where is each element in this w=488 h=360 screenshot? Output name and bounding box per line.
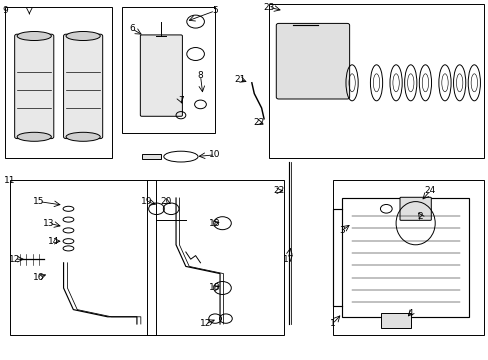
Bar <box>146 180 283 335</box>
Text: 24: 24 <box>424 186 435 195</box>
Text: 4: 4 <box>407 309 413 318</box>
Bar <box>10 180 156 335</box>
Text: 22: 22 <box>272 186 284 195</box>
Text: 2: 2 <box>417 212 423 220</box>
Text: 17: 17 <box>282 255 294 264</box>
Bar <box>381 313 410 328</box>
Text: 11: 11 <box>4 176 16 185</box>
Text: 5: 5 <box>212 6 218 15</box>
Text: 23: 23 <box>263 3 274 12</box>
Text: 18: 18 <box>209 284 221 292</box>
Text: 15: 15 <box>33 197 45 206</box>
Bar <box>332 180 483 335</box>
Bar <box>342 198 468 317</box>
FancyBboxPatch shape <box>15 34 54 139</box>
Bar <box>122 7 215 133</box>
Ellipse shape <box>66 132 100 141</box>
FancyBboxPatch shape <box>276 23 349 99</box>
Text: 10: 10 <box>209 150 221 159</box>
Text: 14: 14 <box>48 237 60 246</box>
Text: 7: 7 <box>178 96 183 105</box>
Bar <box>5 7 112 158</box>
Text: 18: 18 <box>209 219 221 228</box>
Text: 12: 12 <box>9 255 20 264</box>
Text: 22: 22 <box>253 118 264 127</box>
Text: 9: 9 <box>2 6 8 15</box>
FancyBboxPatch shape <box>63 34 102 139</box>
Text: 16: 16 <box>33 273 45 282</box>
Ellipse shape <box>17 32 51 41</box>
Text: 13: 13 <box>43 219 55 228</box>
Text: 12: 12 <box>199 320 211 328</box>
Text: 8: 8 <box>197 71 203 80</box>
Ellipse shape <box>17 132 51 141</box>
Text: 6: 6 <box>129 24 135 33</box>
Text: 1: 1 <box>329 320 335 328</box>
Text: 20: 20 <box>160 197 172 206</box>
Text: 3: 3 <box>339 226 345 235</box>
Ellipse shape <box>66 32 100 41</box>
Bar <box>268 4 483 158</box>
Bar <box>142 154 161 159</box>
FancyBboxPatch shape <box>399 197 430 220</box>
Text: 21: 21 <box>233 75 245 84</box>
Text: 19: 19 <box>141 197 152 206</box>
FancyBboxPatch shape <box>140 35 182 116</box>
